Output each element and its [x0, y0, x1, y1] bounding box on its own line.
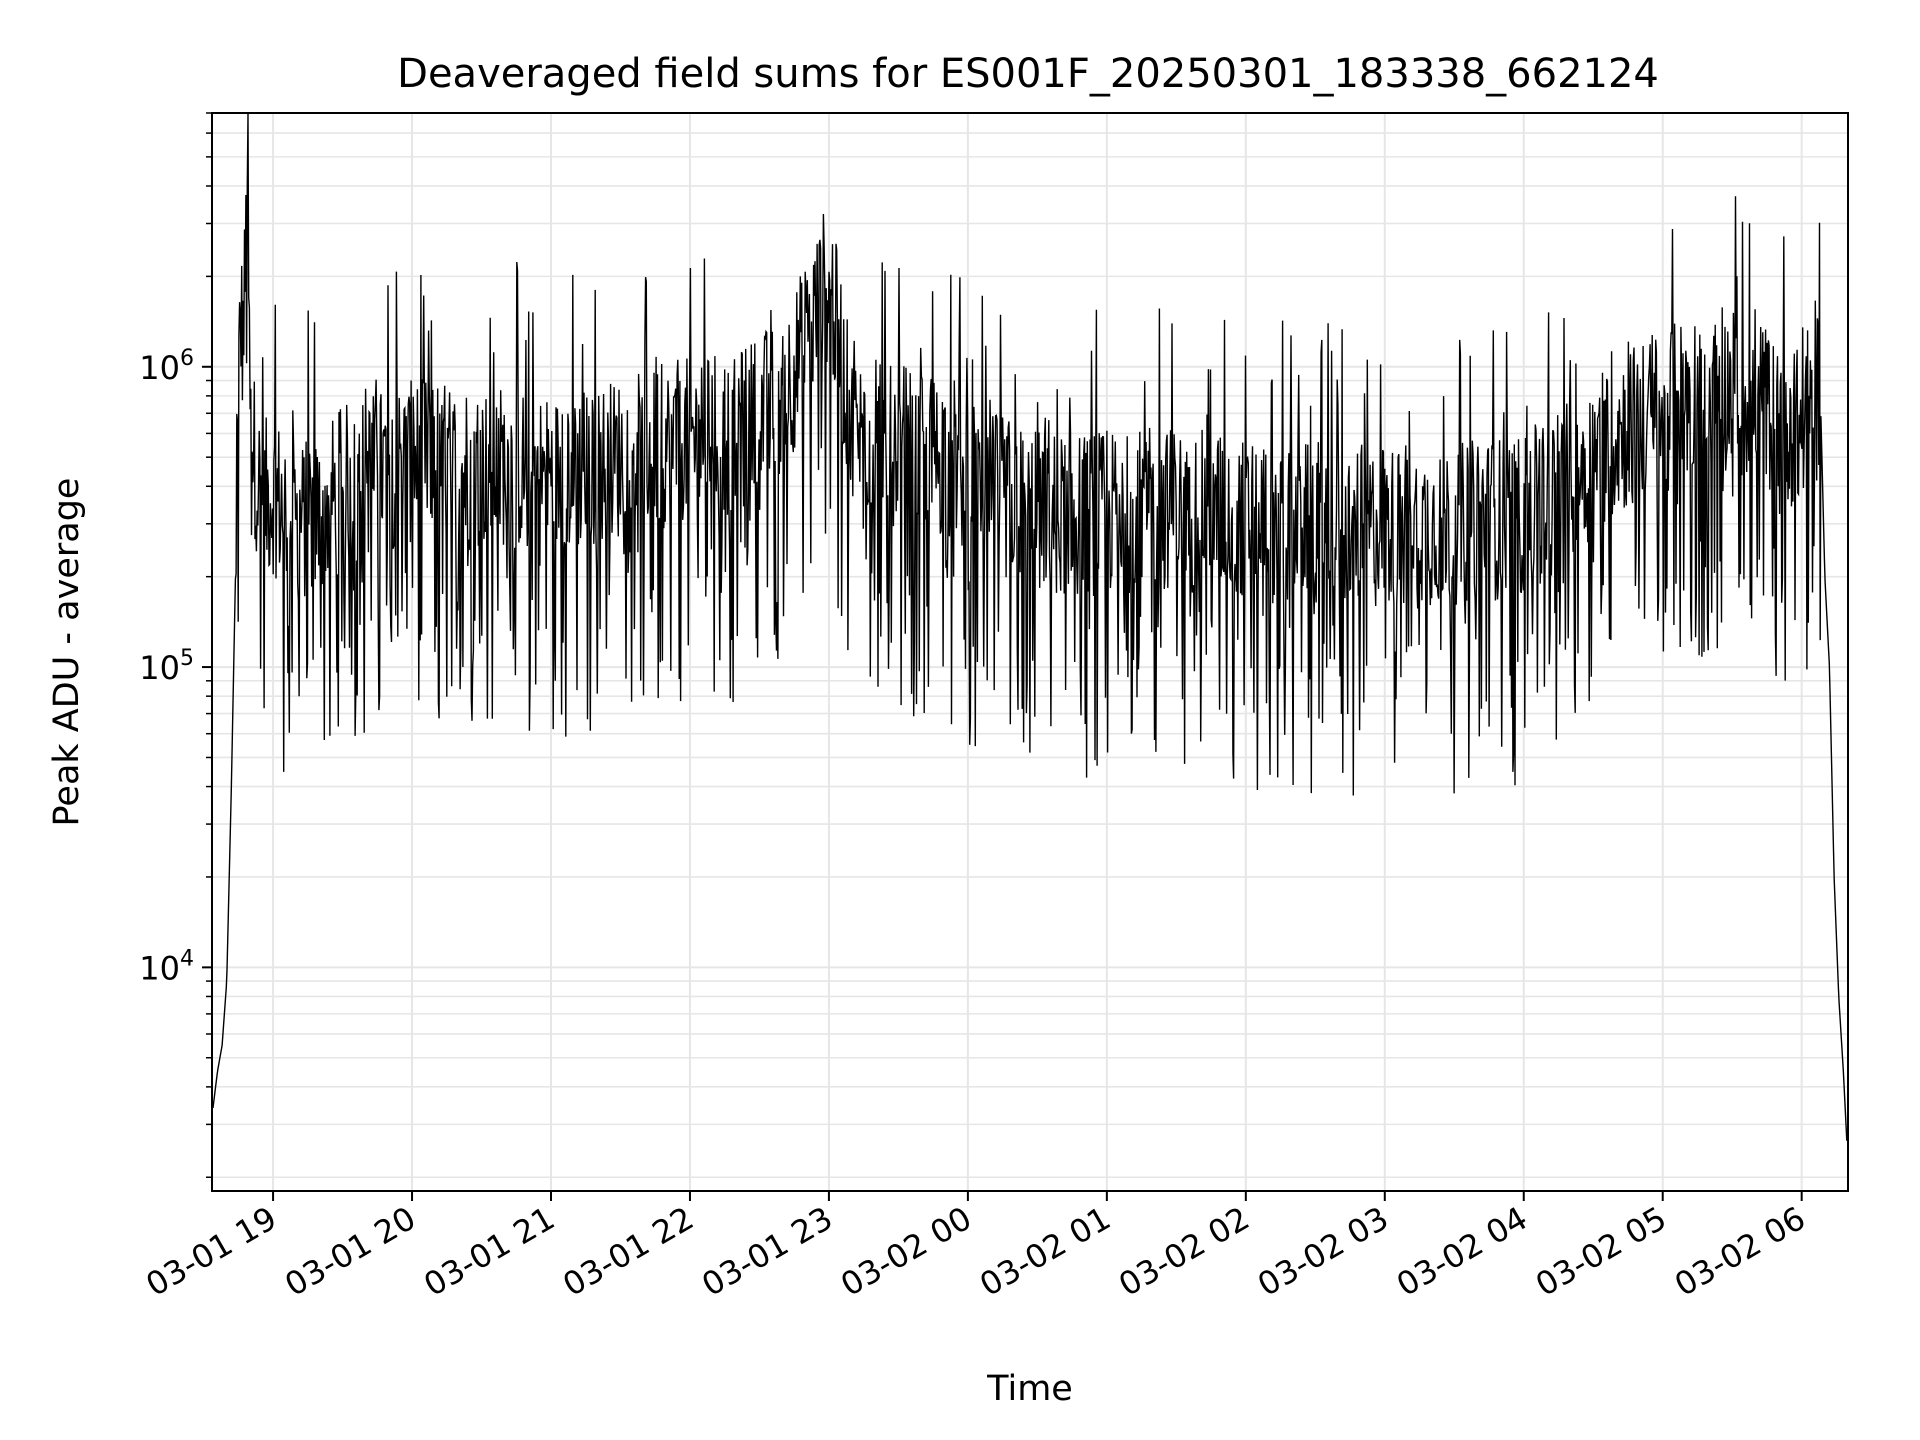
y-tick-exponent: 5 [180, 646, 194, 671]
plot-frame [211, 112, 1849, 1192]
y-axis-label: Peak ADU - average [47, 478, 87, 827]
chart-title: Deaveraged field sums for ES001F_2025030… [397, 51, 1659, 97]
y-tick-label: 104 [139, 946, 194, 987]
y-tick-exponent: 4 [180, 946, 194, 971]
y-tick-exponent: 6 [180, 346, 194, 371]
data-series-line [212, 113, 1848, 1141]
x-axis-label: Time [986, 1369, 1073, 1409]
